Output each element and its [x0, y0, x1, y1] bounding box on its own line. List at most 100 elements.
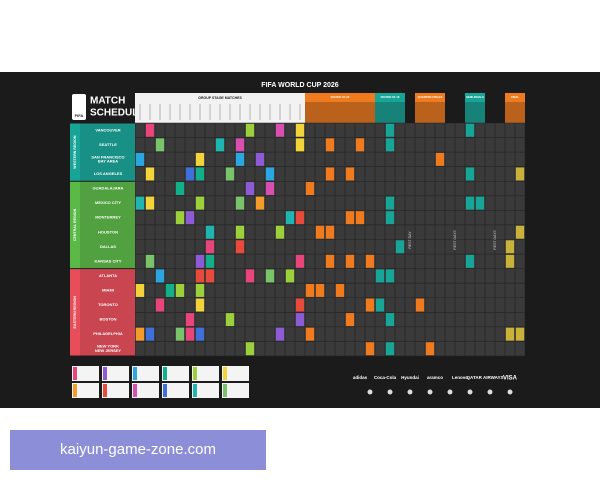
- match-cell: [465, 254, 475, 268]
- sponsor: Hyundai: [401, 375, 419, 380]
- match-cell: [465, 167, 475, 181]
- match-cell: [195, 283, 205, 297]
- match-cell: [185, 327, 195, 341]
- match-cell: [385, 342, 395, 356]
- sponsor-icon: [447, 389, 453, 395]
- match-cell: [275, 225, 285, 239]
- legend-group: [102, 366, 129, 381]
- sponsor-icon: [487, 389, 493, 395]
- match-cell: [385, 196, 395, 210]
- sponsor-icon: [407, 389, 413, 395]
- match-cell: [145, 254, 155, 268]
- match-cell: [175, 182, 185, 196]
- match-cell: [155, 269, 165, 283]
- match-cell: [345, 254, 355, 268]
- city-name: LOS ANGELES: [94, 171, 123, 176]
- match-cell: [295, 211, 305, 225]
- city-name: BAY AREA: [98, 159, 118, 164]
- match-cell: [245, 269, 255, 283]
- stage-subheader: [415, 102, 445, 123]
- match-cell: [505, 327, 515, 341]
- match-cell: [145, 327, 155, 341]
- match-cell: [295, 138, 305, 152]
- stage-header: [375, 93, 405, 102]
- match-cell: [295, 298, 305, 312]
- stage-header: [505, 93, 525, 102]
- match-cell: [375, 269, 385, 283]
- region-label: CENTRAL REGION: [73, 208, 77, 241]
- match-cell: [135, 196, 145, 210]
- match-cell: [385, 138, 395, 152]
- match-cell: [205, 225, 215, 239]
- match-cell: [235, 152, 245, 166]
- city-name: SAN FRANCISCO: [91, 154, 124, 159]
- match-cell: [265, 182, 275, 196]
- legend-swatch: [133, 384, 137, 397]
- match-cell: [195, 269, 205, 283]
- match-cell: [325, 254, 335, 268]
- match-cell: [225, 167, 235, 181]
- stage-label: ROUND OF 32: [331, 95, 350, 99]
- city-name: NEW YORK: [97, 344, 119, 349]
- stage-subheader: [305, 102, 375, 123]
- match-cell: [305, 182, 315, 196]
- match-cell: [315, 225, 325, 239]
- match-cell: [305, 327, 315, 341]
- match-cell: [205, 254, 215, 268]
- match-cell: [305, 283, 315, 297]
- city-name: VANCOUVER: [95, 127, 120, 132]
- match-cell: [195, 152, 205, 166]
- watermark-box: [10, 430, 266, 470]
- match-cell: [325, 138, 335, 152]
- match-cell: [195, 327, 205, 341]
- legend-swatch: [133, 367, 137, 380]
- logo-mark: [72, 94, 86, 120]
- schedule-title: SCHEDULE: [90, 108, 145, 119]
- match-cell: [345, 167, 355, 181]
- sponsor-icon: [367, 389, 373, 395]
- match-cell: [165, 283, 175, 297]
- match-cell: [345, 313, 355, 327]
- sponsor-icon: [507, 389, 513, 395]
- match-cell: [235, 240, 245, 254]
- watermark: kaiyun-game-zone.com: [60, 441, 216, 458]
- match-cell: [375, 298, 385, 312]
- match-cell: [315, 283, 325, 297]
- legend-group: [222, 366, 249, 381]
- match-cell: [365, 342, 375, 356]
- match-cell: [505, 240, 515, 254]
- sponsor-icon: [427, 389, 433, 395]
- match-cell: [205, 240, 215, 254]
- stage-header: [305, 93, 375, 102]
- match-cell: [435, 152, 445, 166]
- poster-title: FIFA WORLD CUP 2026: [261, 82, 339, 89]
- stage-subheader: [505, 102, 525, 123]
- group-header-label: GROUP STAGE MATCHES: [198, 96, 242, 100]
- city-name: SEATTLE: [99, 142, 117, 147]
- legend-group: [132, 383, 159, 398]
- match-cell: [415, 298, 425, 312]
- match-cell: [265, 269, 275, 283]
- match-cell: [285, 269, 295, 283]
- legend-group: [162, 383, 189, 398]
- match-cell: [265, 167, 275, 181]
- match-cell: [255, 152, 265, 166]
- logo-text: FIFA: [75, 113, 84, 118]
- city-name: PHILADELPHIA: [93, 331, 123, 336]
- match-cell: [385, 269, 395, 283]
- stage-label: FINAL: [511, 95, 520, 99]
- match-cell: [245, 123, 255, 137]
- match-cell: [515, 327, 525, 341]
- match-cell: [325, 167, 335, 181]
- legend-group: [72, 366, 99, 381]
- stage-subheader: [465, 102, 485, 123]
- legend-group: [222, 383, 249, 398]
- match-cell: [175, 211, 185, 225]
- match-cell: [185, 167, 195, 181]
- sponsor: adidas: [353, 375, 368, 380]
- match-cell: [195, 196, 205, 210]
- match-cell: [195, 298, 205, 312]
- city-name: KANSAS CITY: [94, 258, 121, 263]
